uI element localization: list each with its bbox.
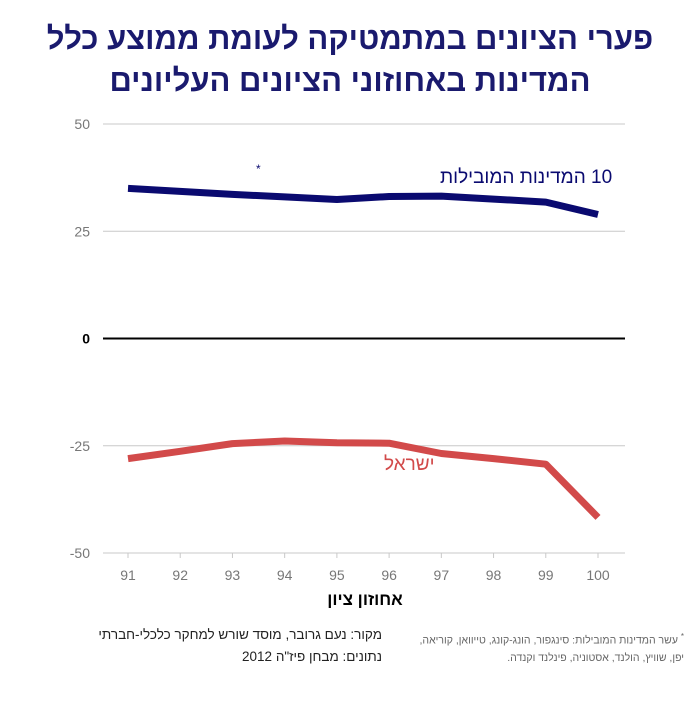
series-lines: [127, 184, 601, 520]
footnote-text: עשר המדינות המובילות: סינגפור, הונג-קונג…: [419, 634, 684, 664]
title-line-1: פערי הציונים במתמטיקה לעומת ממוצע כלל: [46, 21, 654, 56]
footnote: * עשר המדינות המובילות: סינגפור, הונג-קו…: [414, 628, 684, 667]
x-tick-label: 99: [538, 567, 554, 583]
x-tick-label: 92: [172, 567, 188, 583]
source-block: מקור: נעם גרובר, מוסד שורש למחקר כלכלי-ח…: [98, 624, 382, 668]
series-line-top10: [127, 184, 599, 218]
chart-title: פערי הציונים במתמטיקה לעומת ממוצע כלל המ…: [20, 18, 680, 102]
series-label-top10: 10 המדינות המובילות: [440, 167, 612, 188]
x-tick-label: 97: [434, 567, 450, 583]
labels: 50 25 0 -25 -50 91 92 93 94 95 96 97 98 99 100 10 המדינ…: [70, 116, 612, 583]
series-line-israel: [127, 437, 601, 520]
series-label-top10-mark: *: [256, 162, 261, 176]
x-tick-label: 100: [586, 567, 610, 583]
series-label-israel: ישראל: [384, 454, 435, 475]
title-line-2: המדינות באחוזוני הציונים העליונים: [109, 63, 591, 98]
data-line: נתונים: מבחן פיז"ה 2012: [242, 649, 382, 664]
x-tick-label: 94: [277, 567, 293, 583]
y-tick-label: -25: [70, 438, 90, 454]
y-tick-label: -50: [70, 545, 90, 561]
y-tick-label: 0: [82, 331, 90, 347]
x-tick-label: 91: [120, 567, 136, 583]
x-axis-label: אחוזון ציון: [327, 590, 403, 609]
y-tick-label: 50: [74, 116, 90, 132]
source-line: מקור: נעם גרובר, מוסד שורש למחקר כלכלי-ח…: [98, 627, 382, 642]
x-tick-label: 98: [486, 567, 502, 583]
x-tick-label: 93: [225, 567, 241, 583]
y-tick-label: 25: [74, 223, 90, 239]
footnote-mark: *: [680, 632, 684, 641]
x-tick-label: 95: [329, 567, 345, 583]
grid-lines: [103, 123, 625, 558]
x-tick-label: 96: [381, 567, 397, 583]
